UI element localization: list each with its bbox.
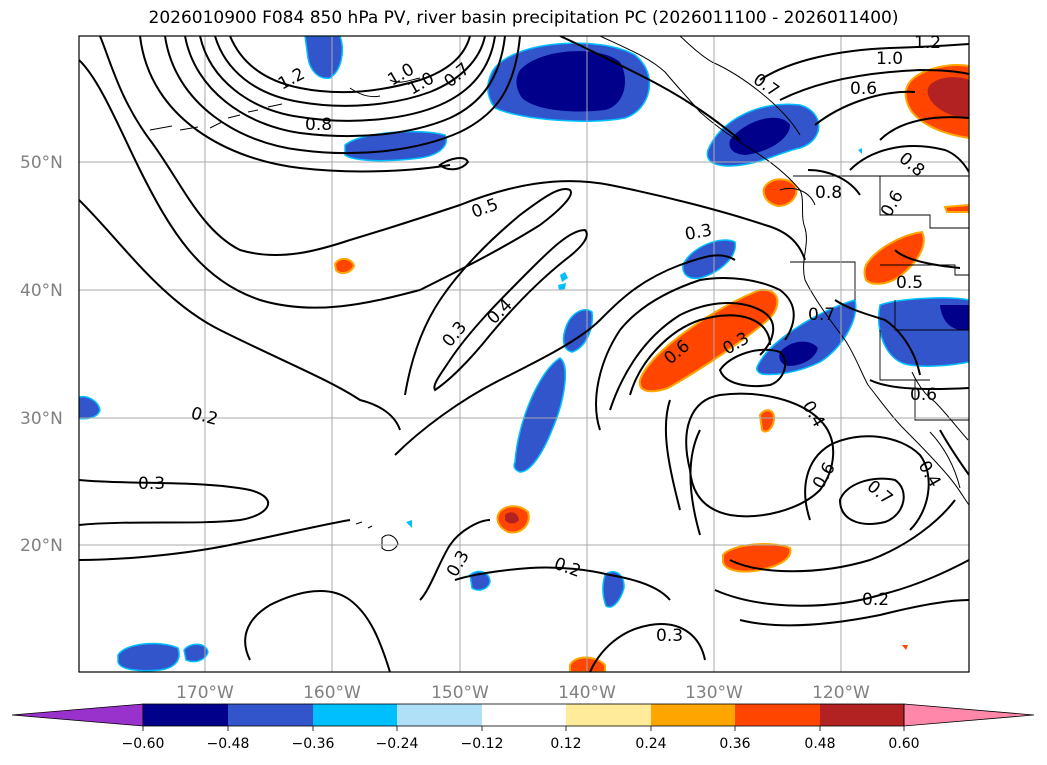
lon-label: 130°W — [685, 683, 743, 703]
pv-contours — [79, 36, 969, 672]
colorbar-segment — [820, 704, 904, 726]
colorbar-segment — [228, 704, 313, 726]
lon-labels: 170°W 160°W 150°W 140°W 130°W 120°W — [176, 683, 870, 703]
colorbar-tick-label: 0.36 — [719, 736, 750, 752]
lon-label: 170°W — [176, 683, 234, 703]
colorbar-tick-label: 0.60 — [888, 736, 919, 752]
colorbar-tick-label: −0.48 — [207, 736, 250, 752]
contour-label: 0.6 — [910, 385, 937, 405]
colorbar-tick-label: 0.48 — [804, 736, 835, 752]
contour-label: 0.3 — [683, 221, 713, 245]
colorbar-segment — [566, 704, 651, 726]
lat-label: 40°N — [20, 281, 63, 301]
contour-label: 0.3 — [656, 626, 683, 646]
colorbar-tick-label: −0.60 — [122, 736, 165, 752]
plot-frame — [78, 35, 970, 673]
colorbar-segment — [397, 704, 482, 726]
lon-label: 120°W — [812, 683, 870, 703]
contour-label: 0.7 — [808, 305, 835, 325]
colorbar-segment — [651, 704, 735, 726]
colorbar-segment — [735, 704, 820, 726]
colorbar-tick-label: 0.24 — [635, 736, 666, 752]
lon-label: 160°W — [303, 683, 361, 703]
lat-label: 20°N — [20, 536, 63, 556]
lon-label: 140°W — [558, 683, 616, 703]
contour-label: 1.2 — [914, 33, 941, 53]
lat-label: 50°N — [20, 153, 63, 173]
contour-label: 0.2 — [862, 590, 889, 610]
precip-shading — [79, 36, 969, 672]
colorbar-tick-label: 0.12 — [550, 736, 581, 752]
contour-label: 0.5 — [896, 273, 923, 293]
borders — [790, 175, 969, 421]
lat-labels: 50°N 40°N 30°N 20°N — [20, 153, 63, 556]
colorbar-tick-label: −0.36 — [292, 736, 335, 752]
contour-label: 0.3 — [138, 474, 165, 494]
gridlines — [79, 36, 969, 672]
contour-label: 1.0 — [876, 49, 903, 69]
plot-area — [79, 36, 969, 672]
colorbar-extend-right — [903, 703, 1035, 727]
contour-label: 0.6 — [850, 79, 877, 99]
map-title: 2026010900 F084 850 hPa PV, river basin … — [148, 8, 899, 28]
lat-label: 30°N — [20, 409, 63, 429]
contour-label: 0.8 — [815, 183, 842, 203]
colorbar-tick-label: −0.24 — [376, 736, 419, 752]
colorbar-segment — [143, 704, 228, 726]
colorbar: −0.60 −0.48 −0.36 −0.24 −0.12 0.12 0.24 … — [11, 703, 1035, 752]
colorbar-segment — [482, 704, 566, 726]
colorbar-segment — [313, 704, 397, 726]
colorbar-tick-label: −0.12 — [461, 736, 504, 752]
contour-label: 0.8 — [305, 115, 332, 135]
lon-label: 150°W — [431, 683, 489, 703]
colorbar-extend-left — [11, 703, 144, 727]
